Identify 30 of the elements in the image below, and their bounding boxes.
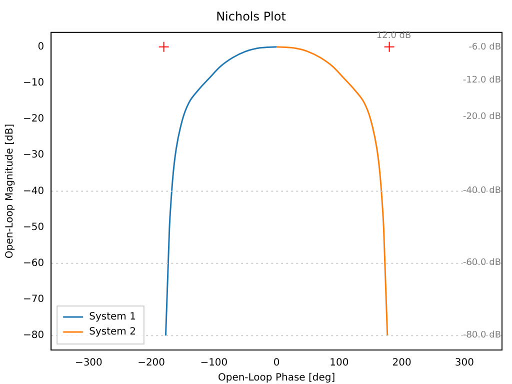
annotation: -6.0 dB [468,42,501,52]
annotation: -20.0 dB [462,112,501,122]
y-tick-label: −10 [22,78,44,89]
legend-label: System 1 [89,312,136,323]
y-tick-label: −40 [22,186,44,197]
x-tick-label: −100 [200,358,228,369]
y-tick-label: −50 [22,222,44,233]
x-tick-label: 200 [392,358,412,369]
annotation: 12.0 dB [376,31,412,42]
y-tick-label: −60 [22,258,44,269]
y-tick-label: −70 [22,294,44,306]
x-tick-label: 100 [330,358,349,369]
line-series [276,46,388,336]
x-tick-label: 300 [454,358,474,369]
y-tick-label: 0 [38,41,44,52]
y-axis-title: Open-Loop Magnitude [dB] [4,124,16,259]
y-tick-label: −30 [22,150,44,161]
x-tick-label: −300 [74,358,102,369]
legend-label: System 2 [89,326,136,338]
x-tick-label: −200 [138,358,166,369]
y-tick-label: −20 [22,114,44,125]
x-tick-label: 0 [273,358,280,369]
ref-line-label: -60.0 dB [462,258,501,268]
y-tick-label: −80 [22,330,44,342]
line-series [164,46,278,336]
chart-title: Nichols Plot [216,9,286,24]
ref-line-label: -80.0 dB [462,330,501,340]
ref-line-label: -40.0 dB [462,186,501,196]
x-axis-title: Open-Loop Phase [deg] [218,372,336,384]
annotation: -12.0 dB [462,76,501,86]
